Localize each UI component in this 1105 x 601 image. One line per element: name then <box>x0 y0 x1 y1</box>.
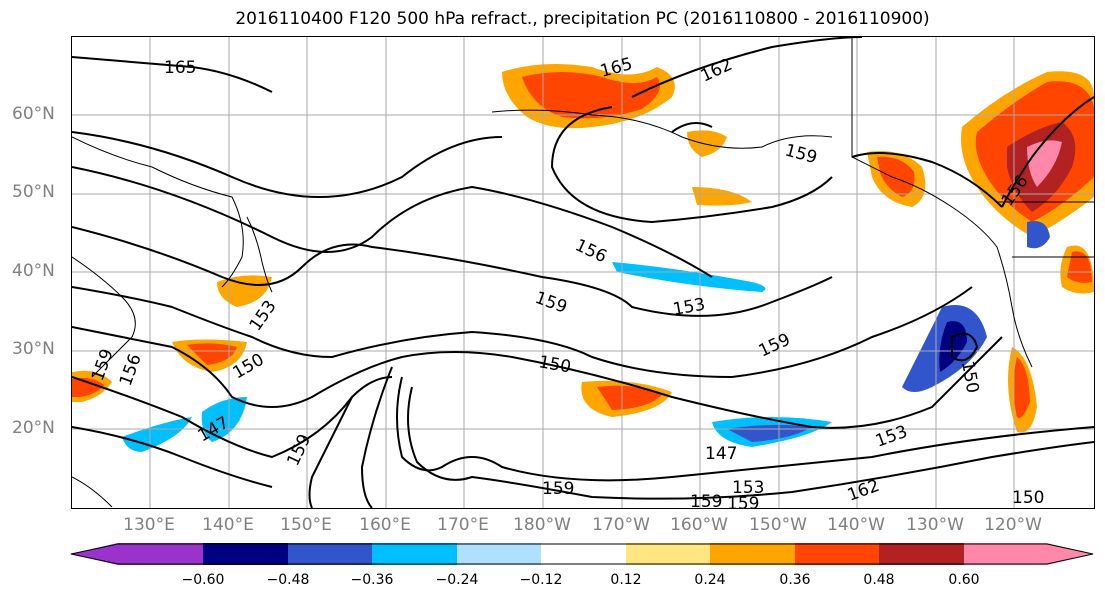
colorbar-tick: 0.12 <box>610 572 642 588</box>
lon-label: 150°E <box>280 515 332 535</box>
contour-lines <box>72 37 1094 508</box>
colorbar-segment <box>710 543 795 565</box>
colorbar-tick: −0.36 <box>350 572 394 588</box>
colorbar-segment <box>879 543 964 565</box>
contour-label: 156 <box>116 351 146 388</box>
colorbar-segment <box>203 543 288 565</box>
colorbar-tick: −0.24 <box>435 572 479 588</box>
lat-label: 40°N <box>12 261 55 281</box>
colorbar-tick: −0.48 <box>266 572 310 588</box>
colorbar-tick: −0.60 <box>181 572 225 588</box>
graticule <box>72 37 1094 508</box>
colorbar-segment <box>964 543 1094 565</box>
lat-label: 60°N <box>12 104 55 124</box>
contour-label: 159 <box>542 479 574 499</box>
contour-label: 150 <box>537 352 572 377</box>
colorbar-tick: 0.24 <box>694 572 726 588</box>
colorbar-segment <box>541 543 626 565</box>
lon-label: 160°W <box>670 515 728 535</box>
colorbar-segment <box>795 543 879 565</box>
colorbar-segment <box>457 543 541 565</box>
lon-label: 180°W <box>513 515 571 535</box>
lat-label: 50°N <box>12 182 55 202</box>
contour-label: 159 <box>690 492 722 508</box>
lon-label: 130°E <box>123 515 175 535</box>
lon-label: 140°E <box>202 515 254 535</box>
contour-label: 147 <box>705 444 737 464</box>
colorbar-segment <box>70 543 203 565</box>
colorbar-tick: −0.12 <box>519 572 563 588</box>
lat-label: 20°N <box>12 418 55 438</box>
map-title: 2016110400 F120 500 hPa refract., precip… <box>235 9 930 29</box>
contour-label: 159 <box>756 330 794 362</box>
map-panel: 165 165 162 159 156 156 159 153 159 150 … <box>71 36 1095 509</box>
lon-label: 170°W <box>592 515 650 535</box>
contour-label: 153 <box>873 422 910 452</box>
contour-label: 159 <box>783 141 820 169</box>
lon-label: 140°W <box>827 515 885 535</box>
contour-label: 153 <box>732 478 764 498</box>
map-canvas: 165 165 162 159 156 156 159 153 159 150 … <box>72 37 1094 508</box>
contour-label: 159 <box>88 346 118 383</box>
colorbar-tick: 0.60 <box>948 572 980 588</box>
contour-label: 150 <box>957 359 982 394</box>
colorbar-segment <box>626 543 710 565</box>
colorbar-tick: 0.36 <box>779 572 811 588</box>
lon-label: 170°E <box>437 515 489 535</box>
lon-label: 120°W <box>984 515 1042 535</box>
lon-label: 160°E <box>359 515 411 535</box>
colorbar-tick: 0.48 <box>863 572 895 588</box>
contour-label: 162 <box>845 476 882 506</box>
contour-label: 150 <box>1012 488 1044 508</box>
contour-label: 156 <box>572 235 610 267</box>
lon-label: 130°W <box>906 515 964 535</box>
colorbar-segment <box>372 543 457 565</box>
lat-label: 30°N <box>12 339 55 359</box>
coastlines <box>72 37 1094 508</box>
colorbar-segment <box>288 543 372 565</box>
lon-label: 150°W <box>749 515 807 535</box>
colorbar <box>70 543 1094 565</box>
contour-label: 165 <box>164 58 196 78</box>
contour-label: 159 <box>727 494 759 508</box>
contour-label: 159 <box>532 288 569 318</box>
